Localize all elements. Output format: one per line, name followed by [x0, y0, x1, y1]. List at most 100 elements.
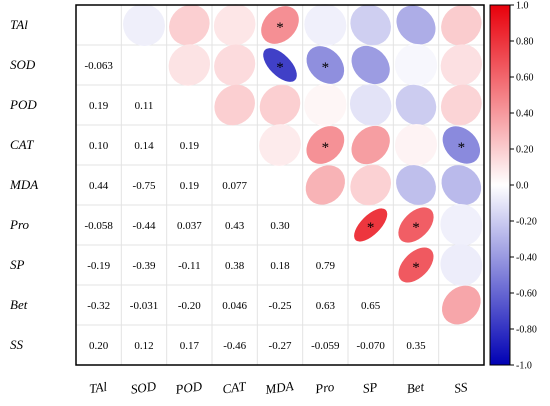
coef-label-pro-pod: 0.037	[177, 220, 202, 232]
coef-label-ss-pod: 0.17	[180, 340, 200, 352]
ellipse-pod-mda	[259, 84, 301, 126]
colorbar-tick-label: 0.60	[516, 73, 534, 84]
colorbar-tick-label: 0.0	[516, 181, 529, 192]
coef-label-mda-sod: -0.75	[133, 180, 156, 192]
ellipse-sp-bet	[398, 247, 434, 283]
colorbar-tick-label: 0.20	[516, 145, 534, 156]
ellipse-mda-pro	[305, 165, 345, 205]
significance-star: *	[412, 220, 420, 236]
coef-label-ss-pro: -0.059	[311, 340, 340, 352]
coef-label-bet-mda: -0.25	[269, 300, 292, 312]
ellipse-pro-ss	[440, 204, 483, 246]
ellipse-tal-cat	[213, 4, 256, 46]
ellipse-mda-sp	[350, 164, 391, 206]
ellipse-sod-ss	[440, 44, 482, 86]
significance-star: *	[412, 260, 420, 276]
coef-label-ss-cat: -0.46	[223, 340, 246, 352]
colorbar-tick-label: -0.60	[516, 289, 537, 300]
coef-label-ss-bet: 0.35	[406, 340, 426, 352]
colorbar-tick-label: 0.80	[516, 37, 534, 48]
col-label-bet: Bet	[406, 379, 426, 396]
coef-label-sp-tal: -0.19	[87, 260, 110, 272]
row-label-tal: TAl	[10, 17, 28, 32]
significance-star: *	[276, 20, 284, 36]
coef-label-pro-tal: -0.058	[84, 220, 113, 232]
coef-label-sp-pro: 0.79	[316, 260, 336, 272]
ellipse-sod-bet	[394, 43, 438, 87]
coef-label-pod-tal: 0.19	[89, 100, 109, 112]
ellipse-sod-mda	[263, 48, 297, 82]
col-label-pod: POD	[173, 378, 203, 397]
ellipse-sod-cat	[214, 44, 256, 86]
col-label-tal: TAl	[88, 379, 108, 396]
ellipse-tal-ss	[441, 4, 482, 46]
ellipse-pro-bet	[398, 207, 434, 243]
ellipse-pod-pro	[304, 83, 347, 127]
coef-label-cat-tal: 0.10	[89, 140, 109, 152]
ellipse-tal-sp	[350, 4, 391, 46]
row-label-bet: Bet	[10, 297, 28, 312]
coef-label-pro-mda: 0.30	[270, 220, 290, 232]
coef-label-bet-pro: 0.63	[316, 300, 336, 312]
colorbar: 1.0 0.80 0.60 0.40 0.20 0.0 -0.20 -0.40 -0.60 -0.…	[489, 1, 537, 372]
coef-label-mda-pod: 0.19	[180, 180, 200, 192]
matrix-frame	[75, 4, 485, 366]
coef-label-ss-sod: 0.12	[134, 340, 153, 352]
coef-label-ss-mda: -0.27	[269, 340, 292, 352]
ellipse-cat-ss	[442, 126, 481, 164]
coef-label-sp-pod: -0.11	[178, 260, 201, 272]
coef-label-bet-sod: -0.031	[130, 300, 158, 312]
ellipse-sp-ss	[440, 244, 483, 286]
ellipse-pod-cat	[214, 84, 255, 126]
col-label-cat: CAT	[221, 378, 247, 396]
coef-label-sp-sod: -0.39	[133, 260, 156, 272]
colorbar-tick-label: -1.0	[516, 361, 532, 372]
ellipse-mda-ss	[441, 165, 482, 205]
coef-label-ss-sp: -0.070	[356, 340, 385, 352]
coef-label-bet-sp: 0.65	[361, 300, 381, 312]
matrix-cells: * -0.063 * * 0.19 0.11 0.10 0.14 0.19 * * 0.44 -0.75…	[84, 4, 483, 352]
ellipse-tal-sod	[123, 4, 165, 46]
colorbar-tick-label: 1.0	[516, 1, 529, 12]
ellipse-bet-ss	[441, 285, 481, 325]
coef-label-cat-sod: 0.14	[134, 140, 154, 152]
row-label-cat: CAT	[10, 137, 34, 152]
colorbar-tick-label: -0.80	[516, 325, 537, 336]
coef-label-sod-tal: -0.063	[84, 60, 113, 72]
ellipse-cat-sp	[351, 125, 390, 165]
colorbar-tick-label: -0.40	[516, 253, 537, 264]
ellipse-pod-ss	[440, 84, 482, 126]
ellipse-pod-bet	[395, 84, 437, 126]
coef-label-mda-cat: 0.077	[222, 180, 247, 192]
ellipse-tal-bet	[396, 5, 436, 45]
coef-label-bet-cat: 0.046	[222, 300, 247, 312]
colorbar-tick-label: 0.40	[516, 109, 534, 120]
significance-star: *	[458, 140, 466, 156]
ellipse-sod-pod	[168, 44, 211, 86]
coef-label-bet-tal: -0.32	[87, 300, 110, 312]
col-label-ss: SS	[453, 379, 468, 396]
ellipse-tal-pro	[304, 4, 347, 46]
coef-label-cat-pod: 0.19	[180, 140, 200, 152]
colorbar-gradient	[489, 4, 511, 366]
significance-star: *	[276, 60, 284, 76]
coef-label-ss-tal: 0.20	[89, 340, 109, 352]
coef-label-sp-cat: 0.38	[225, 260, 245, 272]
col-label-mda: MDA	[263, 378, 294, 397]
ellipse-cat-bet	[394, 123, 438, 167]
ellipse-pod-sp	[349, 84, 392, 126]
coef-label-sp-mda: 0.18	[270, 260, 290, 272]
significance-star: *	[367, 220, 375, 236]
coef-label-bet-pod: -0.20	[178, 300, 201, 312]
ellipse-tal-pod	[169, 4, 210, 46]
col-label-pro: Pro	[313, 379, 335, 397]
axis-labels: TAl TAl SOD SOD POD POD CAT CAT MDA MDA Pro Pro SP SP…	[9, 17, 469, 397]
row-label-sp: SP	[10, 257, 25, 272]
coef-label-pod-sod: 0.11	[135, 100, 154, 112]
ellipse-sod-pro	[306, 46, 345, 84]
colorbar-tick-label: -0.20	[516, 217, 537, 228]
ellipse-cat-mda	[259, 124, 301, 166]
col-label-sp: SP	[362, 379, 378, 396]
ellipse-sod-sp	[351, 45, 390, 85]
